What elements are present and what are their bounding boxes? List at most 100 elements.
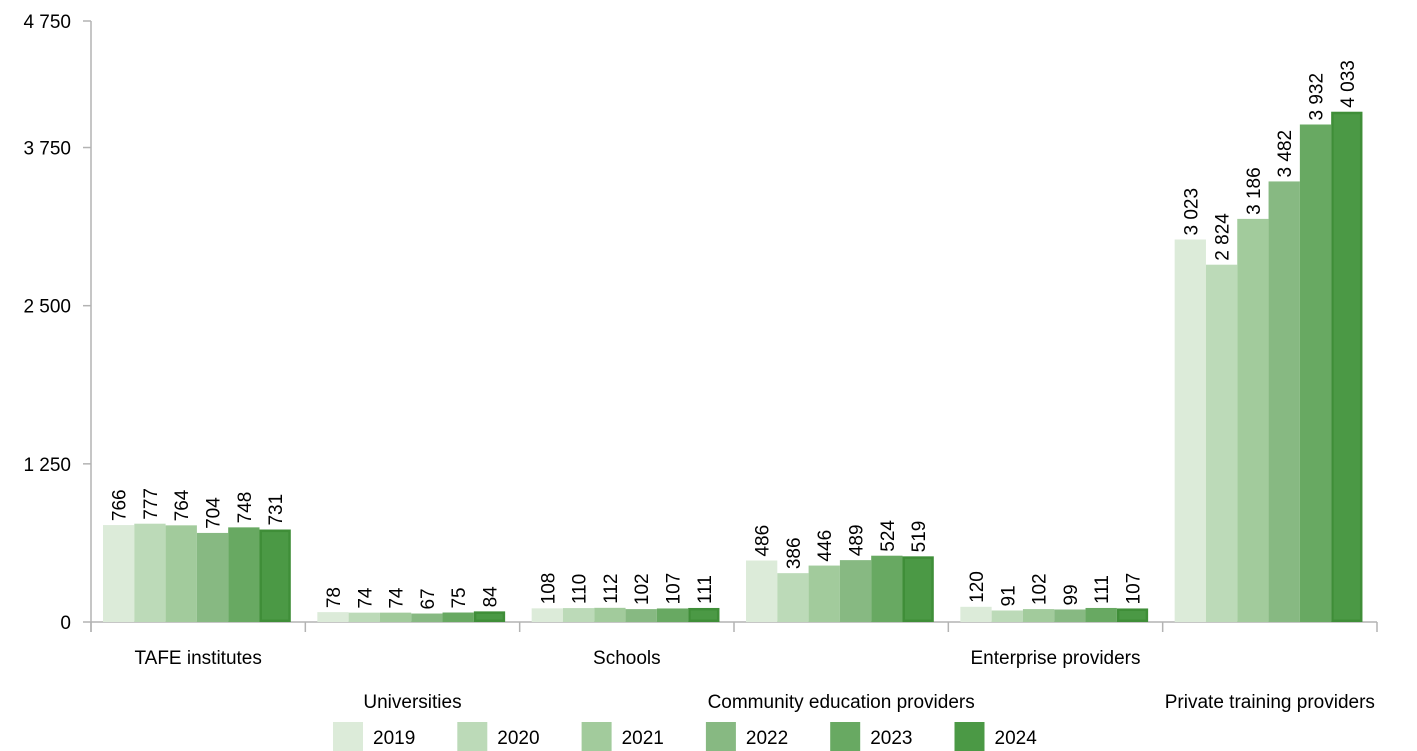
bar	[1268, 181, 1300, 622]
bar-value-label: 111	[695, 575, 716, 604]
legend-swatch	[457, 722, 488, 751]
bar	[808, 565, 840, 622]
bar-value-label: 91	[998, 585, 1019, 606]
bar	[103, 525, 135, 622]
legend-label: 2021	[622, 728, 664, 749]
bar	[839, 560, 872, 622]
bar-value-label: 3 023	[1181, 188, 1202, 236]
bar-value-label: 102	[632, 573, 653, 605]
bars	[103, 111, 1363, 623]
category-label: Private training providers	[1165, 692, 1375, 713]
bar	[991, 610, 1023, 622]
legend-label: 2020	[497, 728, 539, 749]
bar	[1299, 124, 1332, 622]
bar	[228, 527, 260, 622]
bar	[562, 608, 595, 622]
bar-value-label: 67	[418, 588, 439, 609]
legend-swatch	[705, 722, 736, 751]
bar-value-label: 731	[266, 494, 287, 526]
y-tick-label: 2 500	[23, 297, 71, 318]
bar-value-label: 764	[172, 489, 193, 521]
bar	[196, 532, 229, 622]
bar	[1054, 609, 1086, 622]
bar	[656, 608, 689, 622]
legend-label: 2019	[373, 728, 415, 749]
bar-value-label: 102	[1030, 573, 1051, 605]
bar	[1174, 239, 1206, 623]
bar-value-label: 74	[355, 587, 376, 609]
x-axis: TAFE institutes Universities Schools Commun…	[90, 621, 1378, 713]
bar	[960, 606, 992, 622]
bar-value-label: 766	[110, 489, 131, 521]
bar-value-label: 107	[664, 573, 685, 605]
bar	[411, 613, 443, 622]
bar	[871, 555, 903, 622]
legend-swatch	[830, 722, 861, 751]
bar	[746, 560, 778, 622]
y-axis: 0 1 250 2 500 3 750 4 750	[23, 12, 92, 634]
bar-value-label: 78	[324, 587, 345, 608]
bar-value-label: 486	[753, 525, 774, 557]
category-label: Universities	[363, 692, 461, 713]
bar	[625, 609, 657, 622]
bar	[594, 607, 626, 622]
bar-value-label: 75	[449, 587, 470, 608]
bar-value-label: 3 482	[1275, 130, 1296, 178]
legend-label: 2023	[870, 728, 912, 749]
bar-value-label: 489	[847, 524, 868, 556]
bar	[1237, 218, 1269, 623]
category-label: TAFE institutes	[134, 648, 261, 669]
bar-value-label: 111	[1092, 575, 1113, 604]
bar-value-label: 120	[967, 571, 988, 603]
bar	[531, 608, 563, 622]
bar-value-labels: 766 777 764 704 748 731 78 74 74 67 75 84 108 110 112 1…	[110, 60, 1359, 609]
bar	[134, 523, 166, 622]
bar	[317, 612, 349, 622]
category-label: Community education providers	[708, 692, 975, 713]
bar	[902, 556, 934, 622]
bar-value-label: 386	[784, 537, 805, 569]
bar-value-label: 84	[480, 586, 501, 608]
bar	[1205, 264, 1238, 622]
bar	[165, 525, 197, 622]
bar-value-label: 74	[387, 587, 408, 609]
bar-value-label: 3 932	[1307, 73, 1328, 121]
legend-label: 2022	[746, 728, 788, 749]
bar	[1085, 607, 1117, 622]
legend: 2019 2020 2021 2022 2023 2024	[333, 722, 1037, 751]
bar-value-label: 446	[815, 530, 836, 562]
category-label: Enterprise providers	[970, 648, 1140, 669]
bar-value-label: 107	[1123, 573, 1144, 605]
category-label: Schools	[593, 648, 661, 669]
bar-value-label: 2 824	[1213, 213, 1234, 261]
legend-label: 2024	[995, 728, 1038, 749]
bar-value-label: 3 186	[1244, 167, 1265, 215]
bar-value-label: 112	[601, 574, 622, 604]
bar-value-label: 99	[1061, 584, 1082, 605]
bar	[1331, 111, 1363, 623]
bar-value-label: 524	[878, 520, 899, 552]
bar-value-label: 108	[538, 573, 559, 605]
bar-value-label: 110	[570, 574, 591, 604]
bar	[777, 573, 809, 622]
bar	[259, 529, 291, 623]
legend-swatch	[581, 722, 612, 751]
bar	[379, 612, 412, 622]
bar	[442, 612, 474, 622]
bar	[1022, 609, 1055, 622]
bar	[348, 612, 380, 622]
bar-value-label: 748	[235, 492, 256, 524]
y-tick-label: 0	[60, 613, 71, 634]
bar-value-label: 704	[204, 497, 225, 529]
y-tick-label: 1 250	[23, 455, 71, 476]
bar-value-label: 4 033	[1338, 60, 1359, 108]
bar	[688, 607, 720, 622]
legend-swatch	[333, 722, 363, 751]
y-tick-label: 4 750	[23, 12, 71, 33]
bar-value-label: 777	[141, 488, 162, 520]
legend-swatch	[954, 722, 985, 751]
bar-value-label: 519	[909, 521, 930, 553]
bar	[1116, 608, 1149, 622]
y-tick-label: 3 750	[23, 139, 71, 160]
